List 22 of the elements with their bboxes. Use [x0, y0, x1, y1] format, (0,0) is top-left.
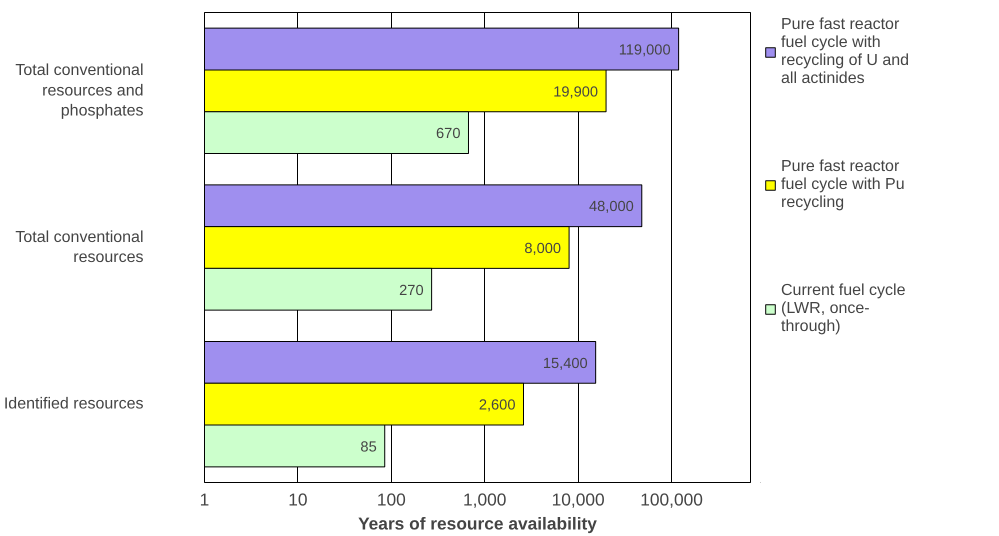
text: 670: [436, 126, 461, 142]
y-tick-label: Identified resources: [4, 396, 144, 413]
x-tick-label: 10: [288, 490, 308, 510]
legend-label: Pure fast reactor fuel cycle with recycling of U and all actinides: [781, 16, 910, 88]
text: 85: [360, 439, 377, 456]
text: 19,900: [553, 84, 598, 100]
y-tick-label: Total conventional resources and phosphates: [15, 62, 144, 120]
legend-label: Current fuel cycle (LWR, once-through): [781, 282, 906, 336]
x-tick-label: 1: [200, 490, 210, 510]
text: 2,600: [478, 398, 516, 414]
x-tick-label: 10,000: [552, 490, 605, 510]
y-tick-label: Total conventional resources: [15, 228, 144, 266]
x-axis-title: Years of resource availability: [358, 514, 598, 534]
x-tick-label: 100,000: [640, 490, 703, 510]
x-tick-label: 100: [376, 490, 406, 510]
text: 270: [399, 282, 424, 299]
legend-label: Pure fast reactor fuel cycle with Pu recycling: [781, 158, 905, 212]
text: 8,000: [524, 241, 562, 257]
text: 15,400: [542, 356, 588, 372]
text: 48,000: [588, 199, 634, 216]
x-tick-label: 1,000: [463, 490, 506, 510]
text: 119,000: [618, 42, 671, 59]
